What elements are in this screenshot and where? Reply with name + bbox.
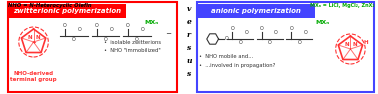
Text: O: O: [239, 40, 242, 45]
Text: MXₙ: MXₙ: [316, 19, 330, 25]
Text: s: s: [187, 44, 191, 52]
Text: O: O: [63, 23, 67, 28]
Text: O: O: [290, 26, 293, 31]
Text: zwitterionic polymerization: zwitterionic polymerization: [13, 8, 121, 14]
Text: O: O: [135, 37, 139, 42]
FancyBboxPatch shape: [8, 4, 126, 18]
Text: O: O: [141, 27, 145, 32]
Text: O: O: [110, 27, 113, 32]
Text: O: O: [225, 36, 228, 41]
Text: NHO = N-Heterocyclic Olefin: NHO = N-Heterocyclic Olefin: [8, 3, 91, 8]
Text: e: e: [187, 18, 192, 26]
FancyBboxPatch shape: [197, 4, 315, 18]
Text: N: N: [344, 42, 349, 47]
Text: N: N: [27, 35, 32, 40]
Text: O: O: [268, 40, 272, 45]
Text: N: N: [35, 35, 40, 40]
Text: NHO-derived
terminal group: NHO-derived terminal group: [10, 71, 57, 82]
Text: O: O: [303, 30, 307, 35]
Text: u: u: [186, 57, 192, 65]
Text: s: s: [187, 70, 191, 78]
Text: N: N: [352, 42, 357, 47]
Text: r: r: [187, 31, 191, 39]
Text: O: O: [297, 40, 301, 45]
Text: O: O: [104, 37, 107, 42]
Text: O: O: [274, 30, 277, 35]
Text: O: O: [72, 37, 76, 42]
Text: O: O: [94, 23, 98, 28]
Text: O: O: [231, 26, 234, 31]
Text: •  NHO mobile and...: • NHO mobile and...: [199, 53, 253, 58]
FancyBboxPatch shape: [8, 2, 177, 92]
Text: anionic polymerization: anionic polymerization: [211, 8, 301, 14]
Text: O: O: [260, 26, 264, 31]
Text: O: O: [78, 27, 82, 32]
Text: +: +: [31, 40, 36, 45]
Text: •  ...involved in propagation?: • ...involved in propagation?: [199, 64, 275, 69]
FancyBboxPatch shape: [197, 2, 374, 92]
Text: MXₙ = LiCl, MgCl₂, ZnX₂: MXₙ = LiCl, MgCl₂, ZnX₂: [310, 3, 374, 8]
Text: MXₙ: MXₙ: [145, 19, 159, 25]
Text: O: O: [244, 30, 248, 35]
Text: •  isolable zwitterions: • isolable zwitterions: [104, 39, 161, 44]
Text: H: H: [363, 40, 368, 45]
Text: v: v: [187, 5, 191, 13]
Text: •  NHO "immobilized": • NHO "immobilized": [104, 47, 161, 53]
Text: O: O: [126, 23, 130, 28]
Text: ─: ─: [166, 31, 170, 37]
